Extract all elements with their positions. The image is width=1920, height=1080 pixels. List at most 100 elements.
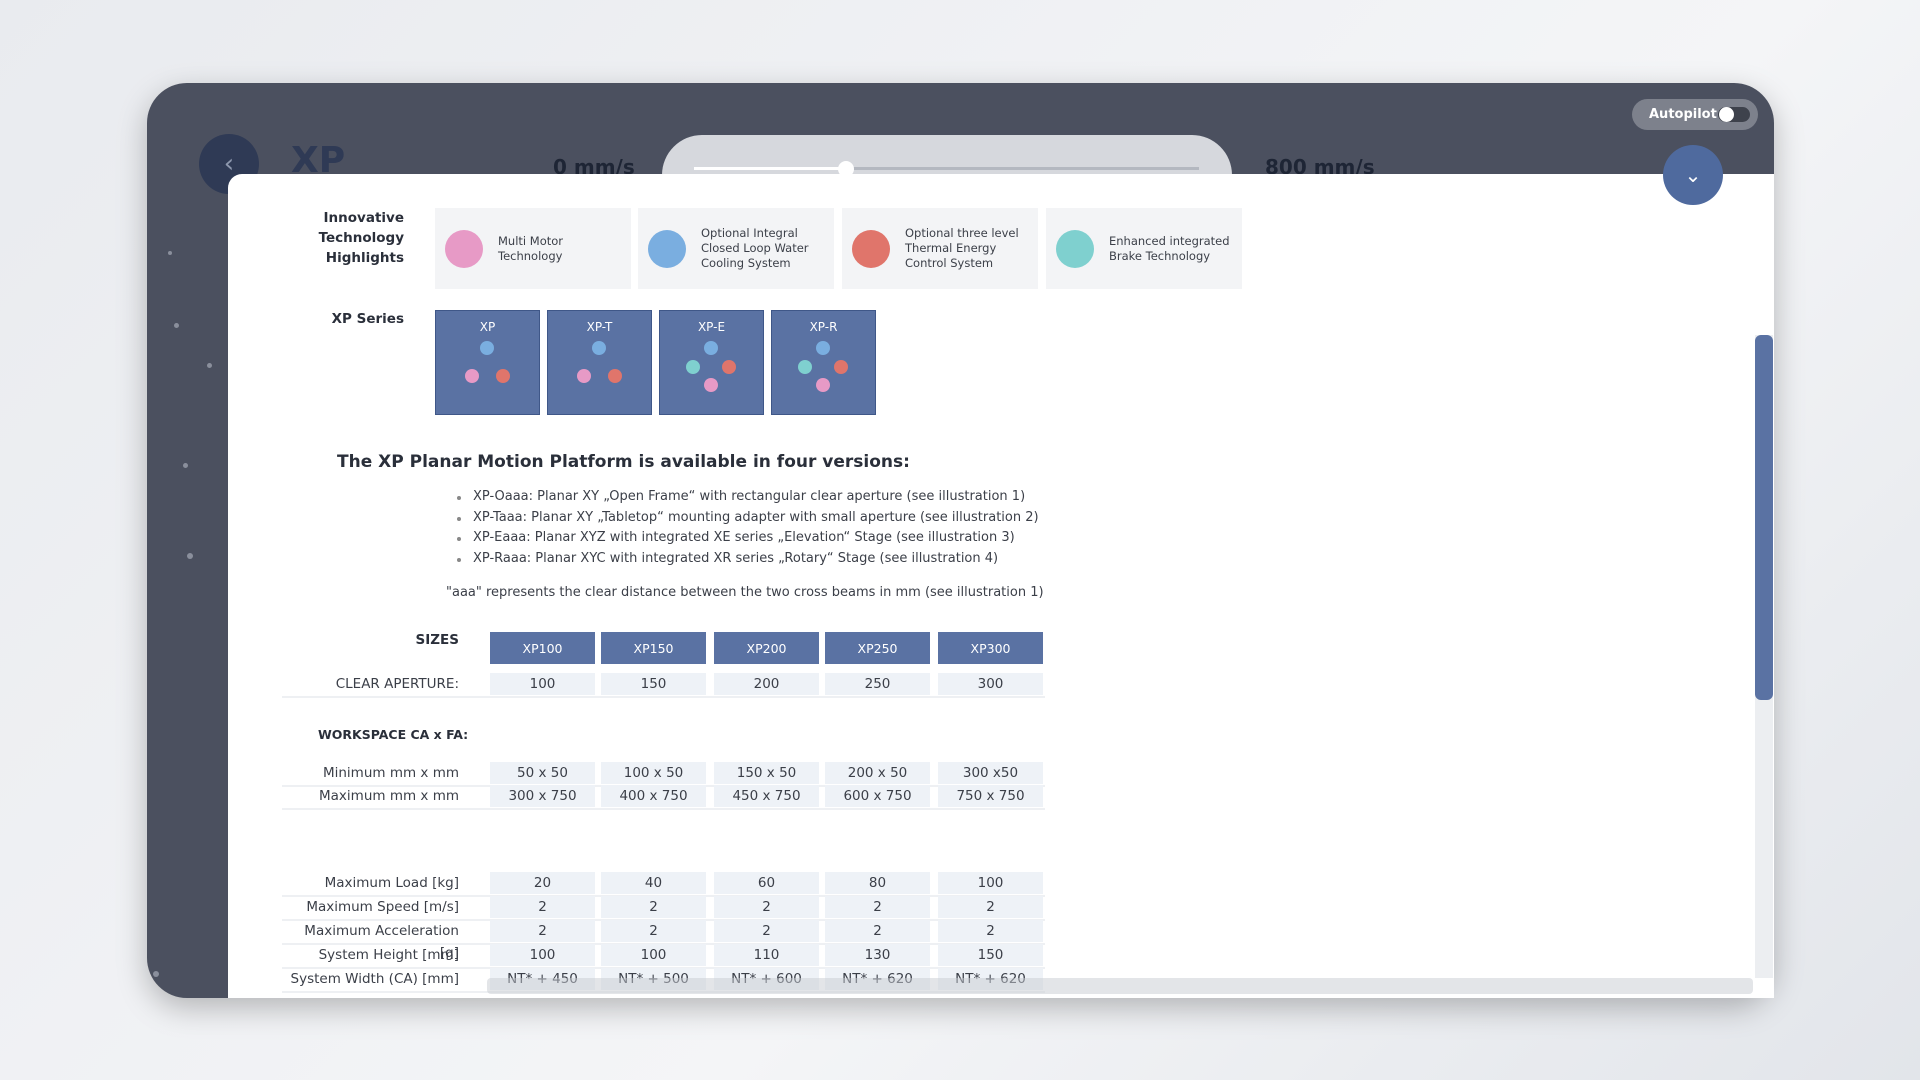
star: [207, 363, 212, 368]
workspace-label: WORKSPACE CA x FA:: [318, 727, 469, 742]
series-tile: [659, 310, 764, 415]
table-cell: 600 x 750: [825, 785, 930, 807]
series-name: XP-E: [697, 320, 726, 334]
table-cell: 80: [825, 872, 930, 894]
table-cell: 110: [714, 944, 819, 966]
series-dot: [480, 341, 494, 355]
highlight-icon: [1056, 230, 1094, 268]
size-header: XP250: [825, 632, 930, 664]
row-label: Maximum mm x mm: [319, 788, 459, 804]
table-cell: 100: [601, 944, 706, 966]
row-line: [282, 696, 1045, 698]
bullet-text: XP-Taaa: Planar XY „Tabletop“ mounting a…: [473, 510, 1039, 525]
series-dot: [686, 360, 700, 374]
table-cell: 50 x 50: [490, 762, 595, 784]
intro-heading: The XP Planar Motion Platform is availab…: [337, 452, 910, 472]
table-cell: 300: [938, 673, 1043, 695]
row-label: System Height [mm]: [318, 947, 459, 963]
series-dot: [816, 341, 830, 355]
table-cell: 2: [601, 896, 706, 918]
table-cell: 130: [825, 944, 930, 966]
expand-button[interactable]: ⌄: [1663, 145, 1723, 205]
table-cell: 100 x 50: [601, 762, 706, 784]
star: [153, 971, 159, 977]
toggle-knob: [1719, 107, 1734, 122]
row-line: [282, 808, 1045, 810]
table-cell: 300 x 750: [490, 785, 595, 807]
highlight-icon: [852, 230, 890, 268]
table-cell: 2: [490, 896, 595, 918]
table-cell: 100: [490, 673, 595, 695]
table-cell: 150: [938, 944, 1043, 966]
size-header: XP150: [601, 632, 706, 664]
series-tile: [547, 310, 652, 415]
autopilot-toggle[interactable]: Autopilot: [1632, 99, 1758, 130]
table-cell: 20: [490, 872, 595, 894]
table-cell: 2: [825, 896, 930, 918]
h-scrollbar[interactable]: [487, 978, 1753, 994]
row-label: System Width (CA) [mm]: [290, 971, 459, 987]
bullet-text: XP-Oaaa: Planar XY „Open Frame“ with rec…: [473, 489, 1026, 504]
table-cell: 250: [825, 673, 930, 695]
highlight-icon: [445, 230, 483, 268]
bullet-text: XP-Raaa: Planar XYC with integrated XR s…: [473, 551, 999, 566]
series-dot: [592, 341, 606, 355]
series-dot: [465, 369, 479, 383]
size-header: XP100: [490, 632, 595, 664]
series-dot: [722, 360, 736, 374]
table-cell: 200 x 50: [825, 762, 930, 784]
row-label: CLEAR APERTURE:: [335, 676, 459, 692]
toggle-switch[interactable]: [1718, 107, 1750, 122]
series-tile: [771, 310, 876, 415]
highlight-text: Optional three level Thermal Energy Cont…: [905, 226, 1019, 270]
star: [174, 323, 179, 328]
slider-fill: [694, 167, 846, 170]
table-cell: 40: [601, 872, 706, 894]
table-cell: 300 x50: [938, 762, 1043, 784]
table-cell: 100: [938, 872, 1043, 894]
series-dot: [608, 369, 622, 383]
highlight-text: Enhanced integrated Brake Technology: [1109, 233, 1230, 263]
highlight-text: Multi Motor Technology: [498, 233, 563, 263]
highlights-label: Innovative Technology Highlights: [318, 210, 404, 266]
series-name: XP: [479, 320, 496, 334]
row-label: Maximum Acceleration [g]: [304, 923, 459, 961]
slider-track: [694, 167, 1199, 170]
star: [168, 251, 172, 255]
series-dot: [816, 378, 830, 392]
row-label: Maximum Load [kg]: [324, 875, 459, 891]
table-cell: 2: [714, 896, 819, 918]
autopilot-label: Autopilot: [1649, 107, 1717, 122]
bullet-dot: [457, 496, 461, 500]
series-name: XP-T: [586, 320, 613, 334]
series-dot: [496, 369, 510, 383]
table-cell: 400 x 750: [601, 785, 706, 807]
series-dot: [704, 341, 718, 355]
series-tile: [435, 310, 540, 415]
series-label: XP Series: [331, 311, 404, 327]
highlight-text: Optional Integral Closed Loop Water Cool…: [701, 226, 809, 270]
star: [187, 553, 193, 559]
table-cell: 60: [714, 872, 819, 894]
table-cell: 100: [490, 944, 595, 966]
highlight-icon: [648, 230, 686, 268]
slider-thumb[interactable]: [838, 161, 854, 177]
table-cell: 2: [601, 920, 706, 942]
scrollbar-thumb[interactable]: [1755, 335, 1773, 700]
series-dot: [834, 360, 848, 374]
bullet-dot: [457, 517, 461, 521]
sizes-label: SIZES: [415, 632, 459, 648]
table-cell: 200: [714, 673, 819, 695]
table-cell: 450 x 750: [714, 785, 819, 807]
intro-note: "aaa" represents the clear distance betw…: [446, 585, 1044, 600]
series-name: XP-R: [809, 320, 838, 334]
series-dot: [704, 378, 718, 392]
table-cell: 2: [714, 920, 819, 942]
bullet-dot: [457, 537, 461, 541]
series-dot: [798, 360, 812, 374]
size-header: XP300: [938, 632, 1043, 664]
table-cell: 150: [601, 673, 706, 695]
table-cell: 150 x 50: [714, 762, 819, 784]
table-cell: 2: [938, 896, 1043, 918]
